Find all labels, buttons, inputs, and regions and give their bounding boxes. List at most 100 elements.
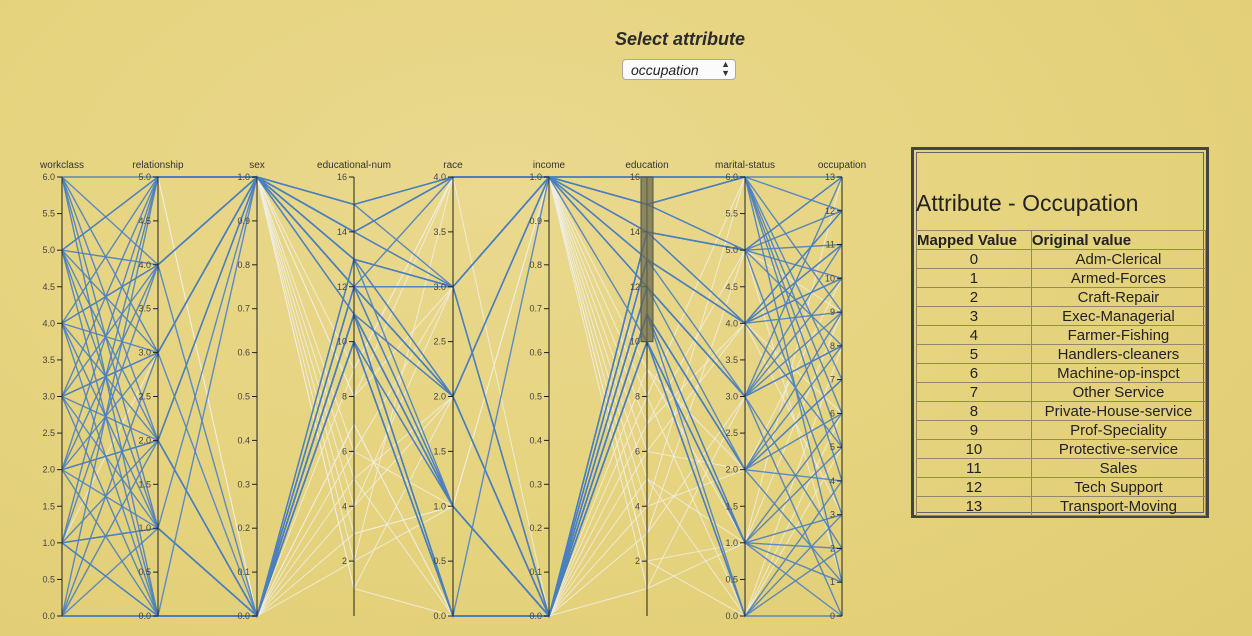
parallel-coordinates-chart[interactable]: 0.0 0.5 1.0 1.5 2.0 2.5 3.0 3.5 4.0 4.5 5.0 5.5 6.0 w…: [0, 150, 880, 636]
original-value-header: Original value: [1030, 230, 1207, 250]
tick-label: 3.0: [725, 392, 738, 402]
axis-name-occupation[interactable]: occupation: [818, 160, 866, 171]
tick-label: 4.0: [42, 318, 55, 328]
original-value-cell: Armed-Forces: [1030, 268, 1207, 288]
tick-label: 0.3: [237, 479, 250, 489]
tick-label: 1: [830, 577, 835, 587]
axis-name-income[interactable]: income: [533, 160, 566, 171]
tick-label: 0.9: [529, 216, 542, 226]
tick-label: 1.5: [42, 501, 55, 511]
axis-name-education[interactable]: education: [625, 160, 668, 171]
tick-label: 5.5: [725, 209, 738, 219]
tick-label: 2: [342, 556, 347, 566]
tick-label: 0.9: [237, 216, 250, 226]
tick-label: 6.0: [725, 172, 738, 182]
tick-label: 0.0: [725, 611, 738, 621]
axis-name-marital-status[interactable]: marital-status: [715, 160, 775, 171]
page-title: Select attribute: [614, 29, 746, 49]
mapped-value-cell: 3: [916, 306, 1032, 326]
mapped-value-cell: 13: [916, 496, 1032, 516]
tick-label: 0.4: [529, 435, 542, 445]
attribute-select[interactable]: occupation ▲ ▼: [622, 59, 736, 80]
tick-label: 2.0: [138, 435, 151, 445]
axis-name-race[interactable]: race: [443, 160, 463, 171]
tick-label: 6: [635, 446, 640, 456]
attribute-select-value: occupation: [631, 62, 699, 78]
tick-label: 2.0: [42, 465, 55, 475]
tick-label: 0.2: [529, 523, 542, 533]
mapping-row: 1 Armed-Forces: [916, 268, 1207, 288]
tick-label: 13: [825, 172, 835, 182]
mapped-value-cell: 1: [916, 268, 1032, 288]
tick-label: 2.0: [433, 392, 446, 402]
tick-label: 3: [830, 510, 835, 520]
mapped-value-cell: 11: [916, 458, 1032, 478]
tick-label: 0.0: [237, 611, 250, 621]
original-value-cell: Handlers-cleaners: [1030, 344, 1207, 364]
tick-label: 0.1: [529, 567, 542, 577]
tick-label: 3.5: [138, 304, 151, 314]
mapping-table: Mapped Value Original value 0 Adm-Clerica…: [916, 230, 1207, 516]
tick-label: 4: [830, 476, 835, 486]
tick-label: 9: [830, 307, 835, 317]
tick-label: 0.0: [42, 611, 55, 621]
mapping-row: 11 Sales: [916, 458, 1207, 478]
mapping-row: 4 Farmer-Fishing: [916, 325, 1207, 345]
tick-label: 0.7: [237, 304, 250, 314]
tick-label: 0.7: [529, 304, 542, 314]
original-value-cell: Farmer-Fishing: [1030, 325, 1207, 345]
mapping-panel: Attribute - Occupation Mapped Value Orig…: [911, 147, 1209, 518]
mapped-value-cell: 6: [916, 363, 1032, 383]
mapping-row: 12 Tech Support: [916, 477, 1207, 497]
tick-label: 4.0: [433, 172, 446, 182]
tick-label: 0.2: [237, 523, 250, 533]
tick-label: 11: [826, 240, 835, 250]
tick-label: 4: [635, 501, 640, 511]
original-value-cell: Craft-Repair: [1030, 287, 1207, 307]
tick-label: 4.5: [725, 282, 738, 292]
mapping-header-row: Mapped Value Original value: [916, 230, 1207, 250]
mapping-row: 8 Private-House-service: [916, 401, 1207, 421]
tick-label: 0.8: [237, 260, 250, 270]
tick-label: 5.0: [725, 245, 738, 255]
education-brush[interactable]: [640, 176, 654, 343]
axis-name-relationship[interactable]: relationship: [132, 160, 184, 171]
tick-label: 4: [342, 501, 347, 511]
tick-label: 0.8: [529, 260, 542, 270]
tick-label: 16: [337, 172, 347, 182]
tick-label: 5: [830, 442, 835, 452]
select-arrows-icon: ▲ ▼: [721, 59, 730, 78]
mapping-row: 7 Other Service: [916, 382, 1207, 402]
tick-label: 2.5: [138, 392, 151, 402]
mapping-row: 9 Prof-Speciality: [916, 420, 1207, 440]
mapping-row: 13 Transport-Moving: [916, 496, 1207, 516]
axis-name-workclass[interactable]: workclass: [39, 160, 84, 171]
mapping-row: 6 Machine-op-inspct: [916, 363, 1207, 383]
mapped-value-header: Mapped Value: [916, 230, 1032, 250]
tick-label: 12: [337, 282, 347, 292]
tick-label: 3.0: [433, 282, 446, 292]
tick-label: 1.5: [138, 479, 151, 489]
tick-label: 1.0: [725, 538, 738, 548]
tick-label: 3.5: [433, 227, 446, 237]
tick-label: 5.0: [42, 245, 55, 255]
axis-name-educational-num[interactable]: educational-num: [317, 160, 391, 171]
mapped-value-cell: 4: [916, 325, 1032, 345]
original-value-cell: Adm-Clerical: [1030, 249, 1207, 269]
axis-name-sex[interactable]: sex: [249, 160, 265, 171]
mapped-value-cell: 7: [916, 382, 1032, 402]
tick-label: 0.0: [529, 611, 542, 621]
tick-label: 10: [825, 273, 835, 283]
mapped-value-cell: 9: [916, 420, 1032, 440]
mapping-row: 0 Adm-Clerical: [916, 249, 1207, 269]
tick-label: 0.5: [42, 574, 55, 584]
tick-label: 1.5: [725, 501, 738, 511]
tick-label: 6: [830, 408, 835, 418]
tick-label: 2: [635, 556, 640, 566]
mapped-value-cell: 12: [916, 477, 1032, 497]
mapped-value-cell: 10: [916, 439, 1032, 459]
mapping-row: 5 Handlers-cleaners: [916, 344, 1207, 364]
tick-label: 0.5: [725, 574, 738, 584]
original-value-cell: Sales: [1030, 458, 1207, 478]
tick-label: 2.5: [42, 428, 55, 438]
